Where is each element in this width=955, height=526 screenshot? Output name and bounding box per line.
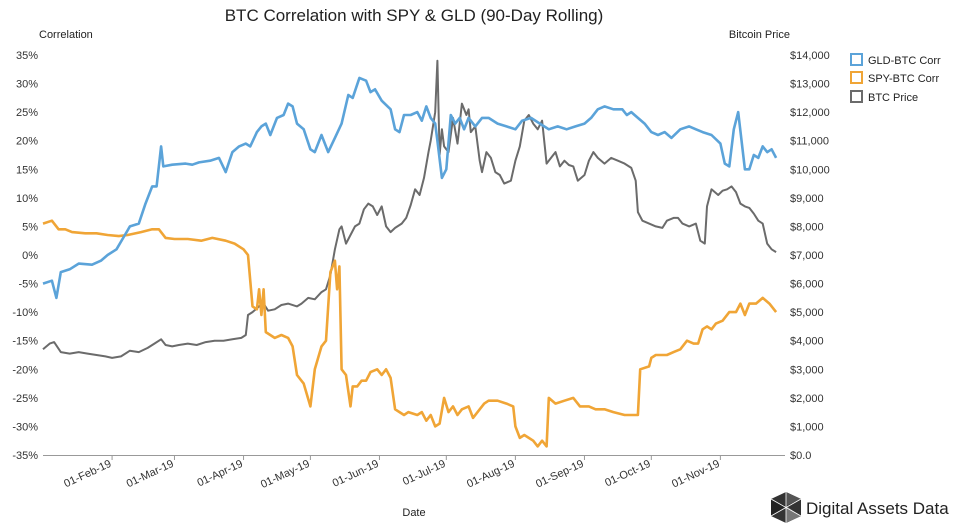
legend-swatch-btc-price: [850, 90, 863, 103]
y-right-tick-label: $4,000: [790, 336, 824, 348]
y-left-tick-label: -15%: [12, 336, 38, 348]
y-axis-right-ticks: $14,000 $13,000 $12,000 $11,000 $10,000 $9,00…: [790, 50, 830, 462]
y-right-tick-label: $11,000: [790, 136, 829, 148]
y-axis-left-ticks: 35% 30% 25% 20% 15% 10% 5% 0% -5% -10% -15% -20% -25…: [12, 50, 38, 462]
legend-swatch-spy-btc: [850, 71, 863, 84]
legend-item-spy-btc: SPY-BTC Corr: [850, 71, 939, 85]
y-right-tick-label: $7,000: [790, 250, 824, 262]
y-right-tick-label: $6,000: [790, 279, 824, 291]
y-left-tick-label: 30%: [16, 79, 38, 91]
y-right-tick-label: $9,000: [790, 193, 824, 205]
gld-btc-corr-line: [42, 76, 778, 300]
y-left-tick-label: 5%: [22, 221, 38, 233]
legend-label-gld-btc: GLD-BTC Corr: [868, 55, 941, 67]
y-right-tick-label: $3,000: [790, 364, 824, 376]
y-axis-left-title: Correlation: [39, 29, 93, 41]
spy-btc-corr-line: [42, 219, 778, 448]
x-tick-label: 01-Feb-19: [62, 458, 113, 490]
y-left-tick-label: 25%: [16, 107, 38, 119]
x-tick-label: 01-Jul-19: [401, 458, 448, 488]
legend-item-gld-btc: GLD-BTC Corr: [850, 53, 941, 67]
y-left-tick-label: -30%: [12, 421, 38, 433]
y-right-tick-label: $1,000: [790, 421, 824, 433]
chart-title: BTC Correlation with SPY & GLD (90-Day R…: [225, 6, 604, 25]
y-left-tick-label: -35%: [12, 450, 38, 462]
y-left-tick-label: 20%: [16, 136, 38, 148]
series-lines: [42, 59, 778, 448]
y-right-tick-label: $10,000: [790, 164, 830, 176]
y-right-tick-label: $5,000: [790, 307, 824, 319]
y-axis-right-title: Bitcoin Price: [729, 29, 790, 41]
y-left-tick-label: -20%: [12, 364, 38, 376]
x-tick-label: 01-May-19: [259, 458, 312, 491]
legend-label-btc-price: BTC Price: [868, 92, 918, 104]
legend-swatch-gld-btc: [850, 53, 863, 66]
x-axis-ticks: 01-Feb-19 01-Mar-19 01-Apr-19 01-May-19 01-J…: [62, 455, 722, 491]
btc-price-line: [42, 59, 777, 359]
brand-logo: Digital Assets Data: [770, 492, 949, 523]
y-right-tick-label: $14,000: [790, 50, 830, 62]
y-left-tick-label: 0%: [22, 250, 38, 262]
y-left-tick-label: -10%: [12, 307, 38, 319]
x-tick-label: 01-Apr-19: [195, 458, 244, 490]
legend: GLD-BTC Corr SPY-BTC Corr BTC Price: [850, 53, 941, 104]
y-right-tick-label: $13,000: [790, 79, 830, 91]
x-tick-label: 01-Jun-19: [331, 458, 381, 490]
y-left-tick-label: 10%: [16, 193, 38, 205]
x-tick-label: 01-Sep-19: [534, 458, 586, 491]
y-left-tick-label: 15%: [16, 164, 38, 176]
y-right-tick-label: $0.0: [790, 450, 811, 462]
legend-label-spy-btc: SPY-BTC Corr: [868, 73, 939, 85]
x-tick-label: 01-Nov-19: [670, 458, 722, 491]
x-axis-title: Date: [402, 507, 425, 519]
brand-logo-text: Digital Assets Data: [806, 499, 949, 518]
x-tick-label: 01-Aug-19: [465, 458, 517, 491]
y-left-tick-label: -25%: [12, 393, 38, 405]
y-left-tick-label: 35%: [16, 50, 38, 62]
polyhedron-logo-icon: [770, 492, 802, 523]
legend-item-btc-price: BTC Price: [850, 90, 918, 104]
y-right-tick-label: $12,000: [790, 107, 830, 119]
x-tick-label: 01-Mar-19: [125, 458, 176, 490]
y-right-tick-label: $2,000: [790, 393, 824, 405]
y-left-tick-label: -5%: [18, 279, 38, 291]
y-right-tick-label: $8,000: [790, 221, 824, 233]
x-tick-label: 01-Oct-19: [603, 458, 652, 490]
